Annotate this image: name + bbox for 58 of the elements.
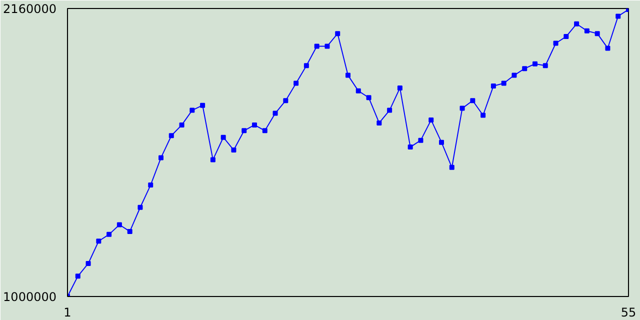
point <box>179 122 184 128</box>
point <box>532 61 538 66</box>
point <box>616 14 621 19</box>
x-tick-label: 55 <box>620 306 636 320</box>
point <box>428 117 434 122</box>
line-series <box>68 8 628 296</box>
point <box>605 46 610 51</box>
point <box>512 72 517 78</box>
point <box>490 83 496 88</box>
point <box>584 28 590 34</box>
point <box>231 148 236 153</box>
point <box>283 98 288 104</box>
point <box>564 34 569 40</box>
point <box>480 112 486 118</box>
point <box>387 108 392 113</box>
point <box>272 110 278 116</box>
point <box>522 66 528 72</box>
point <box>190 108 195 113</box>
point <box>574 21 580 26</box>
point <box>210 157 216 162</box>
x-tick-label: 1 <box>64 306 72 320</box>
point <box>200 102 206 108</box>
point <box>75 274 80 279</box>
y-tick-label: 2160000 <box>3 2 57 16</box>
point <box>470 98 476 104</box>
point <box>418 138 424 143</box>
point <box>553 40 558 46</box>
point <box>366 95 372 100</box>
point <box>397 85 402 90</box>
point <box>158 155 164 160</box>
point <box>148 182 154 188</box>
point <box>449 164 454 170</box>
point <box>408 144 413 150</box>
point <box>460 106 465 111</box>
point <box>220 134 226 140</box>
point <box>594 31 600 36</box>
point <box>304 63 309 68</box>
point <box>335 31 340 36</box>
point <box>356 88 361 94</box>
point <box>242 128 247 134</box>
point <box>262 128 268 134</box>
point <box>324 44 330 49</box>
point <box>294 80 299 86</box>
y-tick-label: 1000000 <box>3 290 57 304</box>
point <box>86 260 91 266</box>
point <box>106 232 112 237</box>
point <box>346 72 350 78</box>
point <box>138 204 143 210</box>
point <box>439 140 444 145</box>
point <box>168 133 174 138</box>
point <box>116 222 122 228</box>
point <box>252 122 257 128</box>
point <box>127 228 132 234</box>
point <box>542 63 548 68</box>
point <box>501 80 506 86</box>
point <box>314 44 320 49</box>
point <box>96 238 102 244</box>
point <box>376 120 382 126</box>
